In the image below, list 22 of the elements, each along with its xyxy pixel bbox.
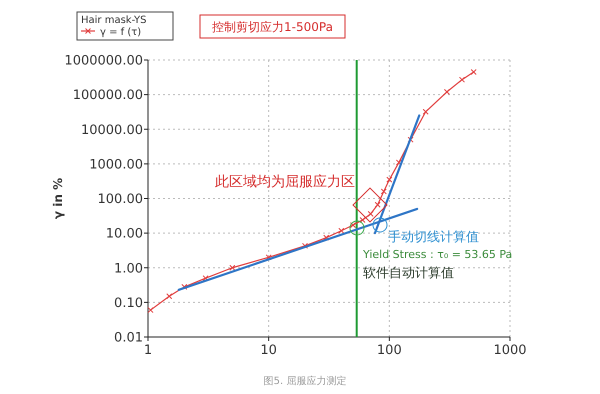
legend-label: γ = f (τ) (100, 27, 142, 38)
caption: 图5. 屈服应力测定 (264, 375, 346, 387)
x-tick-label: 1 (144, 343, 152, 358)
annotation: Yield Stress : τ₀ = 53.65 Pa (362, 248, 512, 261)
y-tick-label: 0.10 (114, 296, 143, 311)
y-axis-title: γ in % (51, 178, 65, 220)
y-tick-label: 100.00 (98, 192, 143, 208)
x-tick-label: 10 (260, 343, 277, 358)
y-tick-label: 10.00 (106, 226, 143, 242)
chart-title: 控制剪切应力1-500Pa (212, 20, 333, 34)
annotation: 软件自动计算值 (363, 266, 454, 281)
y-tick-label: 1000000.00 (64, 54, 143, 69)
x-tick-label: 100 (376, 343, 402, 358)
y-tick-label: 1.00 (114, 261, 143, 276)
legend-title: Hair mask-YS (81, 15, 146, 26)
y-tick-label: 0.01 (114, 330, 143, 346)
x-tick-label: 1000 (493, 343, 527, 358)
y-tick-label: 1000.00 (89, 157, 143, 172)
y-tick-label: 10000.00 (80, 122, 143, 138)
annotation: 此区域均为屈服应力区 (215, 174, 355, 190)
y-tick-label: 100000.00 (72, 88, 143, 104)
annotation: 手动切线计算值 (388, 230, 479, 245)
